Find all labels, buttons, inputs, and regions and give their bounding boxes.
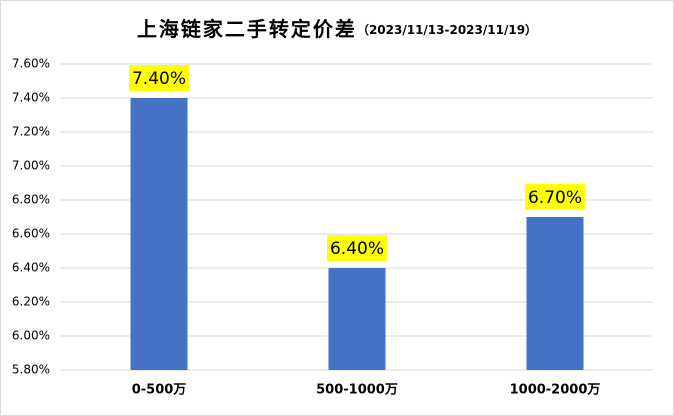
y-tick-label: 6.80%: [12, 193, 50, 207]
chart-title: 上海链家二手转定价差: [137, 17, 357, 41]
value-label: 6.70%: [528, 188, 582, 208]
value-label: 6.40%: [330, 239, 384, 259]
y-tick-label: 5.80%: [12, 363, 50, 377]
y-tick-label: 7.40%: [12, 91, 50, 105]
x-tick-label: 0-500万: [132, 383, 187, 398]
y-tick-label: 6.20%: [12, 295, 50, 309]
y-tick-label: 7.20%: [12, 125, 50, 139]
chart-subtitle: （2023/11/13-2023/11/19）: [357, 22, 537, 37]
chart-heading: 上海链家二手转定价差（2023/11/13-2023/11/19）: [137, 17, 537, 41]
bar: [130, 98, 188, 370]
value-label-bg: [129, 65, 189, 91]
bar: [526, 217, 584, 370]
y-tick-label: 6.00%: [12, 329, 50, 343]
y-tick-label: 7.00%: [12, 159, 50, 173]
y-tick-label: 7.60%: [12, 57, 50, 71]
value-label-bg: [525, 184, 585, 210]
value-label-bg: [327, 235, 387, 261]
bar: [328, 268, 386, 370]
y-tick-label: 6.60%: [12, 227, 50, 241]
y-tick-label: 6.40%: [12, 261, 50, 275]
x-tick-label: 1000-2000万: [510, 383, 601, 398]
x-tick-label: 500-1000万: [316, 383, 398, 398]
value-label: 7.40%: [132, 69, 186, 89]
